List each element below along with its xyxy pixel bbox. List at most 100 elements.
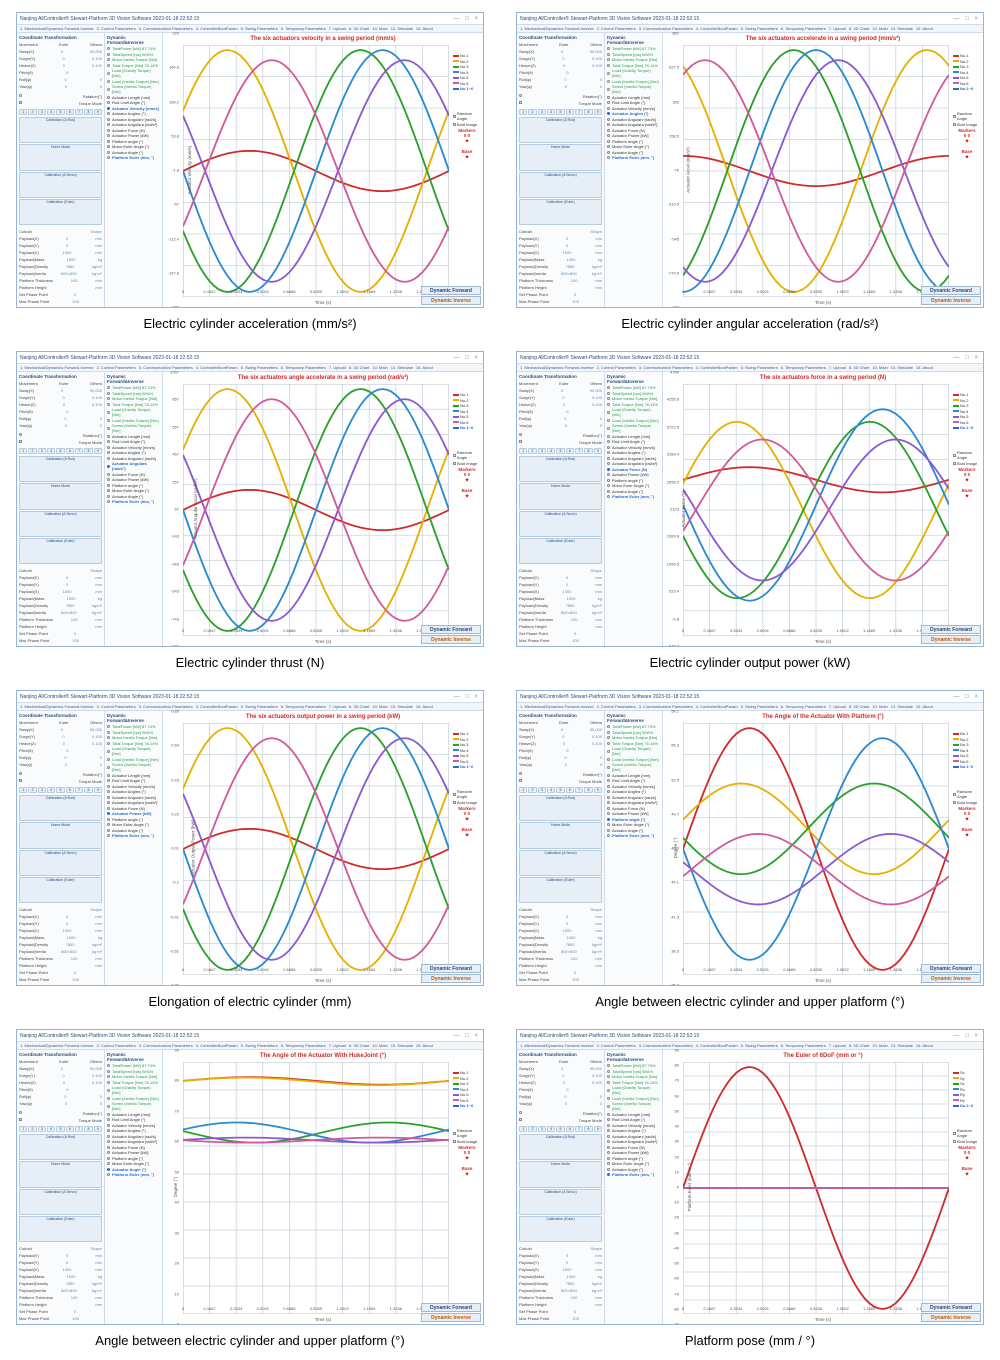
numpad-btn[interactable]: 3 bbox=[38, 787, 46, 793]
rotation-opt[interactable]: Rotation(°) bbox=[19, 94, 102, 100]
dyn-opt[interactable]: Platform Euler (mm, °) bbox=[107, 1172, 160, 1177]
window-controls[interactable]: — □ × bbox=[954, 694, 980, 700]
dyn-opt[interactable]: Actuator Power [kW] bbox=[107, 1150, 160, 1155]
dyn-opt[interactable]: Motor Euler Angle (°) bbox=[607, 483, 660, 488]
dyn-opt[interactable]: Motor Inertia Torque [Nm] bbox=[607, 1074, 660, 1079]
window-controls[interactable]: — □ × bbox=[454, 1033, 480, 1039]
numpad-btn[interactable]: 4 bbox=[547, 787, 555, 793]
window-controls[interactable]: — □ × bbox=[454, 16, 480, 22]
checkbox[interactable]: Bold Image bbox=[953, 1139, 981, 1144]
calib-button[interactable]: Calibration (A Rod) bbox=[19, 1134, 102, 1160]
checkbox[interactable]: Bold Image bbox=[953, 461, 981, 466]
checkbox[interactable]: Bold Image bbox=[953, 800, 981, 805]
menu-item[interactable]: 2. Control Parameters bbox=[97, 1043, 136, 1048]
dyn-opt[interactable]: Actuator Velocity [mm/s] bbox=[107, 1123, 160, 1128]
dyn-opt[interactable]: Actuator Angularv [rad/s] bbox=[607, 117, 660, 122]
numpad-btn[interactable]: 1 bbox=[19, 109, 27, 115]
dyn-opt[interactable]: Load (Inertia Torque) [Nm] bbox=[607, 1096, 660, 1101]
numpad-btn[interactable]: 9 bbox=[594, 1126, 602, 1132]
dyn-opt[interactable]: Platform Euler (mm, °) bbox=[107, 499, 160, 504]
menu-item[interactable]: 1. Mechanical/Dynamics Forward-Inverse bbox=[520, 365, 594, 370]
menu-item[interactable]: 6. Temporary Parameters bbox=[781, 26, 826, 31]
numpad-btn[interactable]: 8 bbox=[84, 109, 92, 115]
dyn-opt[interactable]: Actuator Angle (°) bbox=[107, 494, 160, 499]
menu-item[interactable]: 1. Mechanical/Dynamics Forward-Inverse bbox=[20, 26, 94, 31]
calib-button[interactable]: Calibration (Euler) bbox=[19, 538, 102, 564]
dyn-opt[interactable]: Actuator Length [mm] bbox=[107, 95, 160, 100]
menu-item[interactable]: 4. ControllerBootParam bbox=[196, 26, 238, 31]
numpad-btn[interactable]: 7 bbox=[575, 448, 583, 454]
menu-item[interactable]: 6. Temporary Parameters bbox=[781, 365, 826, 370]
menu-item[interactable]: 13. Simulate bbox=[391, 1043, 413, 1048]
menu-item[interactable]: 15. About bbox=[416, 704, 433, 709]
dyn-opt[interactable]: Actuator Angularа [rad/s²] bbox=[607, 461, 660, 466]
dyn-opt[interactable]: Rod Limit Angle (°) bbox=[107, 100, 160, 105]
dyn-opt[interactable]: TotalSpeed [rps] W/A% bbox=[607, 730, 660, 735]
numpad-btn[interactable]: 6 bbox=[66, 109, 74, 115]
checkbox[interactable]: Random Angle bbox=[953, 789, 981, 799]
numpad-btn[interactable]: 1 bbox=[519, 787, 527, 793]
dyn-opt[interactable]: TotalPower [kW] 87.74% bbox=[607, 724, 660, 729]
numpad-btn[interactable]: 6 bbox=[566, 109, 574, 115]
window-controls[interactable]: — □ × bbox=[954, 16, 980, 22]
dyn-opt[interactable]: Screw (Inertia Torque) [Nm] bbox=[607, 84, 660, 94]
dyn-opt[interactable]: TotalSpeed [rps] W/A% bbox=[607, 52, 660, 57]
checkbox[interactable]: Bold Image bbox=[453, 1139, 481, 1144]
numpad-btn[interactable]: 6 bbox=[66, 448, 74, 454]
menu-item[interactable]: 3. Communication Parameters bbox=[139, 1043, 193, 1048]
dyn-opt[interactable]: TotalSpeed [rps] W/A% bbox=[107, 391, 160, 396]
numpad-btn[interactable]: 8 bbox=[84, 787, 92, 793]
dyn-opt[interactable]: Total Torque [Nm] 76.14% bbox=[607, 402, 660, 407]
dyn-opt[interactable]: Actuator Angularv [rad/s] bbox=[107, 795, 160, 800]
calib-button[interactable]: Home Mode bbox=[519, 483, 602, 509]
legend-all[interactable]: No.1~6 bbox=[953, 764, 981, 769]
dyn-opt[interactable]: Motor Inertia Torque [Nm] bbox=[107, 396, 160, 401]
dyn-opt[interactable]: Screw (Inertia Torque) [Nm] bbox=[607, 423, 660, 433]
dyn-opt[interactable]: Load (Inertia Torque) [Nm] bbox=[107, 418, 160, 423]
menu-item[interactable]: 10. Main bbox=[872, 26, 887, 31]
dyn-opt[interactable]: Actuator Velocity [mm/s] bbox=[107, 784, 160, 789]
menu-item[interactable]: 8. 3D Chart bbox=[349, 365, 369, 370]
torque-mode[interactable]: Torque Mode bbox=[519, 779, 602, 785]
menu-item[interactable]: 15. About bbox=[916, 365, 933, 370]
calib-button[interactable]: Calibration (A Rod) bbox=[519, 456, 602, 482]
dyn-opt[interactable]: Platform angle (°) bbox=[107, 483, 160, 488]
dyn-opt[interactable]: Actuator Length [mm] bbox=[107, 1112, 160, 1117]
menu-item[interactable]: 10. Main bbox=[872, 365, 887, 370]
numpad-btn[interactable]: 6 bbox=[566, 1126, 574, 1132]
dyn-opt[interactable]: Load (Inertia Torque) [Nm] bbox=[607, 757, 660, 762]
menu-item[interactable]: 8. 3D Chart bbox=[849, 365, 869, 370]
menu-item[interactable]: 7. Upload bbox=[329, 26, 346, 31]
numpad-btn[interactable]: 5 bbox=[556, 448, 564, 454]
menu-item[interactable]: 1. Mechanical/Dynamics Forward-Inverse bbox=[520, 704, 594, 709]
dyn-opt[interactable]: Actuator Power [kW] bbox=[607, 811, 660, 816]
dyn-opt[interactable]: TotalSpeed [rps] W/A% bbox=[107, 730, 160, 735]
dyn-opt[interactable]: Actuator Angularа [rad/s²] bbox=[607, 122, 660, 127]
numpad-btn[interactable]: 1 bbox=[519, 109, 527, 115]
menu-item[interactable]: 7. Upload bbox=[329, 365, 346, 370]
dyn-opt[interactable]: Actuator Velocity [mm/s] bbox=[107, 106, 160, 111]
checkbox[interactable]: Random Angle bbox=[953, 1128, 981, 1138]
calib-button[interactable]: Calibration (Euler) bbox=[19, 877, 102, 903]
window-controls[interactable]: — □ × bbox=[954, 1033, 980, 1039]
dyn-opt[interactable]: Actuator Angularv [rad/s] bbox=[607, 456, 660, 461]
dynamic-forward-button[interactable]: Dynamic Forward bbox=[421, 964, 481, 973]
dyn-opt[interactable]: Platform angle (°) bbox=[107, 1156, 160, 1161]
menu-item[interactable]: 4. ControllerBootParam bbox=[696, 365, 738, 370]
dyn-opt[interactable]: TotalPower [kW] 87.74% bbox=[107, 46, 160, 51]
numpad-btn[interactable]: 9 bbox=[594, 448, 602, 454]
dyn-opt[interactable]: Rod Limit Angle (°) bbox=[107, 439, 160, 444]
dyn-opt[interactable]: Platform angle (°) bbox=[607, 139, 660, 144]
dynamic-inverse-button[interactable]: Dynamic Inverse bbox=[421, 296, 481, 305]
dyn-opt[interactable]: Total Torque [Nm] 76.14% bbox=[607, 741, 660, 746]
checkbox[interactable]: Random Angle bbox=[453, 1128, 481, 1138]
dyn-opt[interactable]: TotalSpeed [rps] W/A% bbox=[107, 52, 160, 57]
dyn-opt[interactable]: Actuator Angularv [rad/s] bbox=[107, 456, 160, 461]
dynamic-inverse-button[interactable]: Dynamic Inverse bbox=[921, 296, 981, 305]
dyn-opt[interactable]: Total Torque [Nm] 76.14% bbox=[107, 63, 160, 68]
menu-item[interactable]: 3. Communication Parameters bbox=[639, 365, 693, 370]
calib-button[interactable]: Calibration (Euler) bbox=[519, 877, 602, 903]
calib-button[interactable]: Calibration (A Servo) bbox=[519, 1189, 602, 1215]
menu-item[interactable]: 2. Control Parameters bbox=[597, 704, 636, 709]
dyn-opt[interactable]: TotalSpeed [rps] W/A% bbox=[607, 391, 660, 396]
